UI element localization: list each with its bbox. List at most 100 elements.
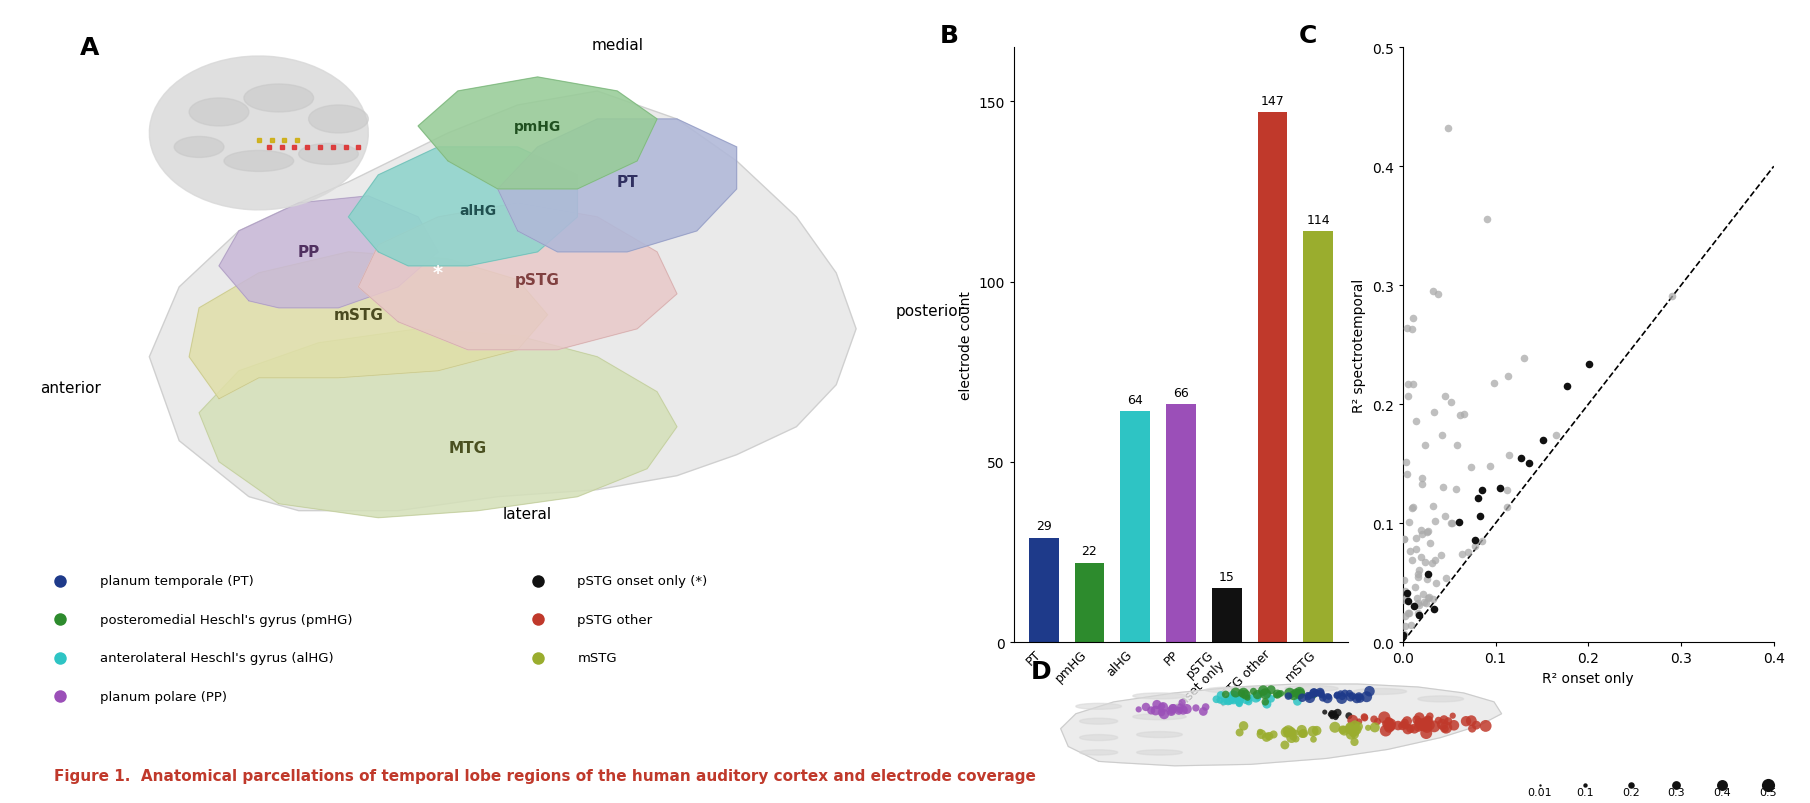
Point <box>1254 730 1283 743</box>
Point <box>1466 510 1495 523</box>
Point <box>1397 324 1426 336</box>
Point <box>1434 123 1462 136</box>
Point <box>1327 687 1356 700</box>
Point <box>1271 739 1300 752</box>
Point <box>1205 694 1234 707</box>
Point <box>1253 731 1281 744</box>
Point <box>1394 516 1423 529</box>
Text: 147: 147 <box>1262 95 1285 108</box>
Point <box>1437 517 1466 530</box>
Point <box>1457 462 1486 475</box>
Point <box>1149 708 1178 721</box>
Point <box>1189 705 1218 718</box>
Point <box>1461 533 1490 546</box>
Point <box>1428 481 1457 494</box>
Point <box>1343 692 1372 705</box>
Point <box>1142 698 1171 711</box>
Point <box>1430 390 1459 403</box>
Point <box>1575 358 1604 371</box>
Point <box>1213 694 1242 707</box>
Point <box>1327 692 1356 705</box>
Point <box>1401 581 1430 593</box>
Point <box>1388 719 1417 732</box>
Text: planum temporale (PT): planum temporale (PT) <box>100 574 253 587</box>
Polygon shape <box>498 120 737 252</box>
Point <box>1401 532 1430 545</box>
Point <box>1419 285 1448 298</box>
Point <box>1396 607 1424 620</box>
Ellipse shape <box>1133 693 1186 699</box>
Point <box>1240 685 1269 698</box>
Point <box>1202 693 1231 706</box>
Text: PP: PP <box>297 245 320 260</box>
Point <box>1334 710 1363 723</box>
Point <box>1444 516 1473 528</box>
Point <box>1267 687 1296 700</box>
Point <box>1493 449 1522 462</box>
Point <box>1412 727 1441 740</box>
Point <box>1300 687 1329 699</box>
Text: medial: medial <box>592 38 643 53</box>
Point <box>1249 684 1278 697</box>
Point <box>1209 695 1238 708</box>
Point <box>1336 728 1365 741</box>
Point <box>1392 468 1421 481</box>
Point <box>1432 510 1461 523</box>
Point <box>1408 478 1437 491</box>
Point <box>1345 692 1374 705</box>
X-axis label: R² onset only: R² onset only <box>1542 671 1634 685</box>
Ellipse shape <box>308 106 369 134</box>
Point <box>1408 715 1437 728</box>
Point <box>1218 693 1247 706</box>
Text: anterolateral Heschl's gyrus (alHG): anterolateral Heschl's gyrus (alHG) <box>100 651 333 664</box>
Point <box>1390 719 1419 732</box>
Point <box>1493 370 1522 383</box>
Text: 64: 64 <box>1128 393 1144 406</box>
Point <box>1414 526 1443 539</box>
Point <box>1462 492 1491 505</box>
Point <box>1307 687 1336 699</box>
Point <box>1452 715 1481 728</box>
Point <box>1164 704 1193 717</box>
Point <box>1397 619 1426 632</box>
Point <box>1231 693 1260 706</box>
Point <box>1419 406 1448 419</box>
Point <box>1412 556 1441 569</box>
Point <box>1167 696 1196 709</box>
Point <box>1323 707 1352 719</box>
Point <box>1457 722 1486 735</box>
Point <box>1149 701 1178 714</box>
Point <box>1285 686 1314 699</box>
Point <box>1265 687 1294 700</box>
Point <box>1263 688 1292 701</box>
Point <box>1392 590 1421 603</box>
Point <box>1405 716 1434 729</box>
Point <box>1296 691 1325 704</box>
Point <box>1412 597 1441 610</box>
Point <box>1274 690 1303 703</box>
Point <box>1397 553 1426 566</box>
Point <box>1124 703 1153 716</box>
Point <box>1662 779 1691 792</box>
Bar <box>1303 232 1334 642</box>
Point <box>1414 525 1443 538</box>
Point <box>1423 288 1452 301</box>
Bar <box>1258 113 1287 642</box>
Point <box>1493 484 1522 497</box>
Ellipse shape <box>1354 689 1406 695</box>
Point <box>1301 687 1330 700</box>
Text: 0.5: 0.5 <box>1759 787 1776 797</box>
Point <box>1394 322 1423 335</box>
Point <box>1314 691 1343 703</box>
Point <box>1392 587 1421 600</box>
Point <box>1363 715 1392 728</box>
Point <box>1462 719 1491 732</box>
Point <box>1285 687 1314 700</box>
Polygon shape <box>1061 684 1502 766</box>
Bar <box>1120 412 1149 642</box>
Text: Figure 1.  Anatomical parcellations of temporal lobe regions of the human audito: Figure 1. Anatomical parcellations of te… <box>54 768 1035 783</box>
Point <box>1754 779 1783 792</box>
Point <box>1410 596 1439 609</box>
Point <box>1394 607 1423 620</box>
Point <box>1441 483 1470 496</box>
